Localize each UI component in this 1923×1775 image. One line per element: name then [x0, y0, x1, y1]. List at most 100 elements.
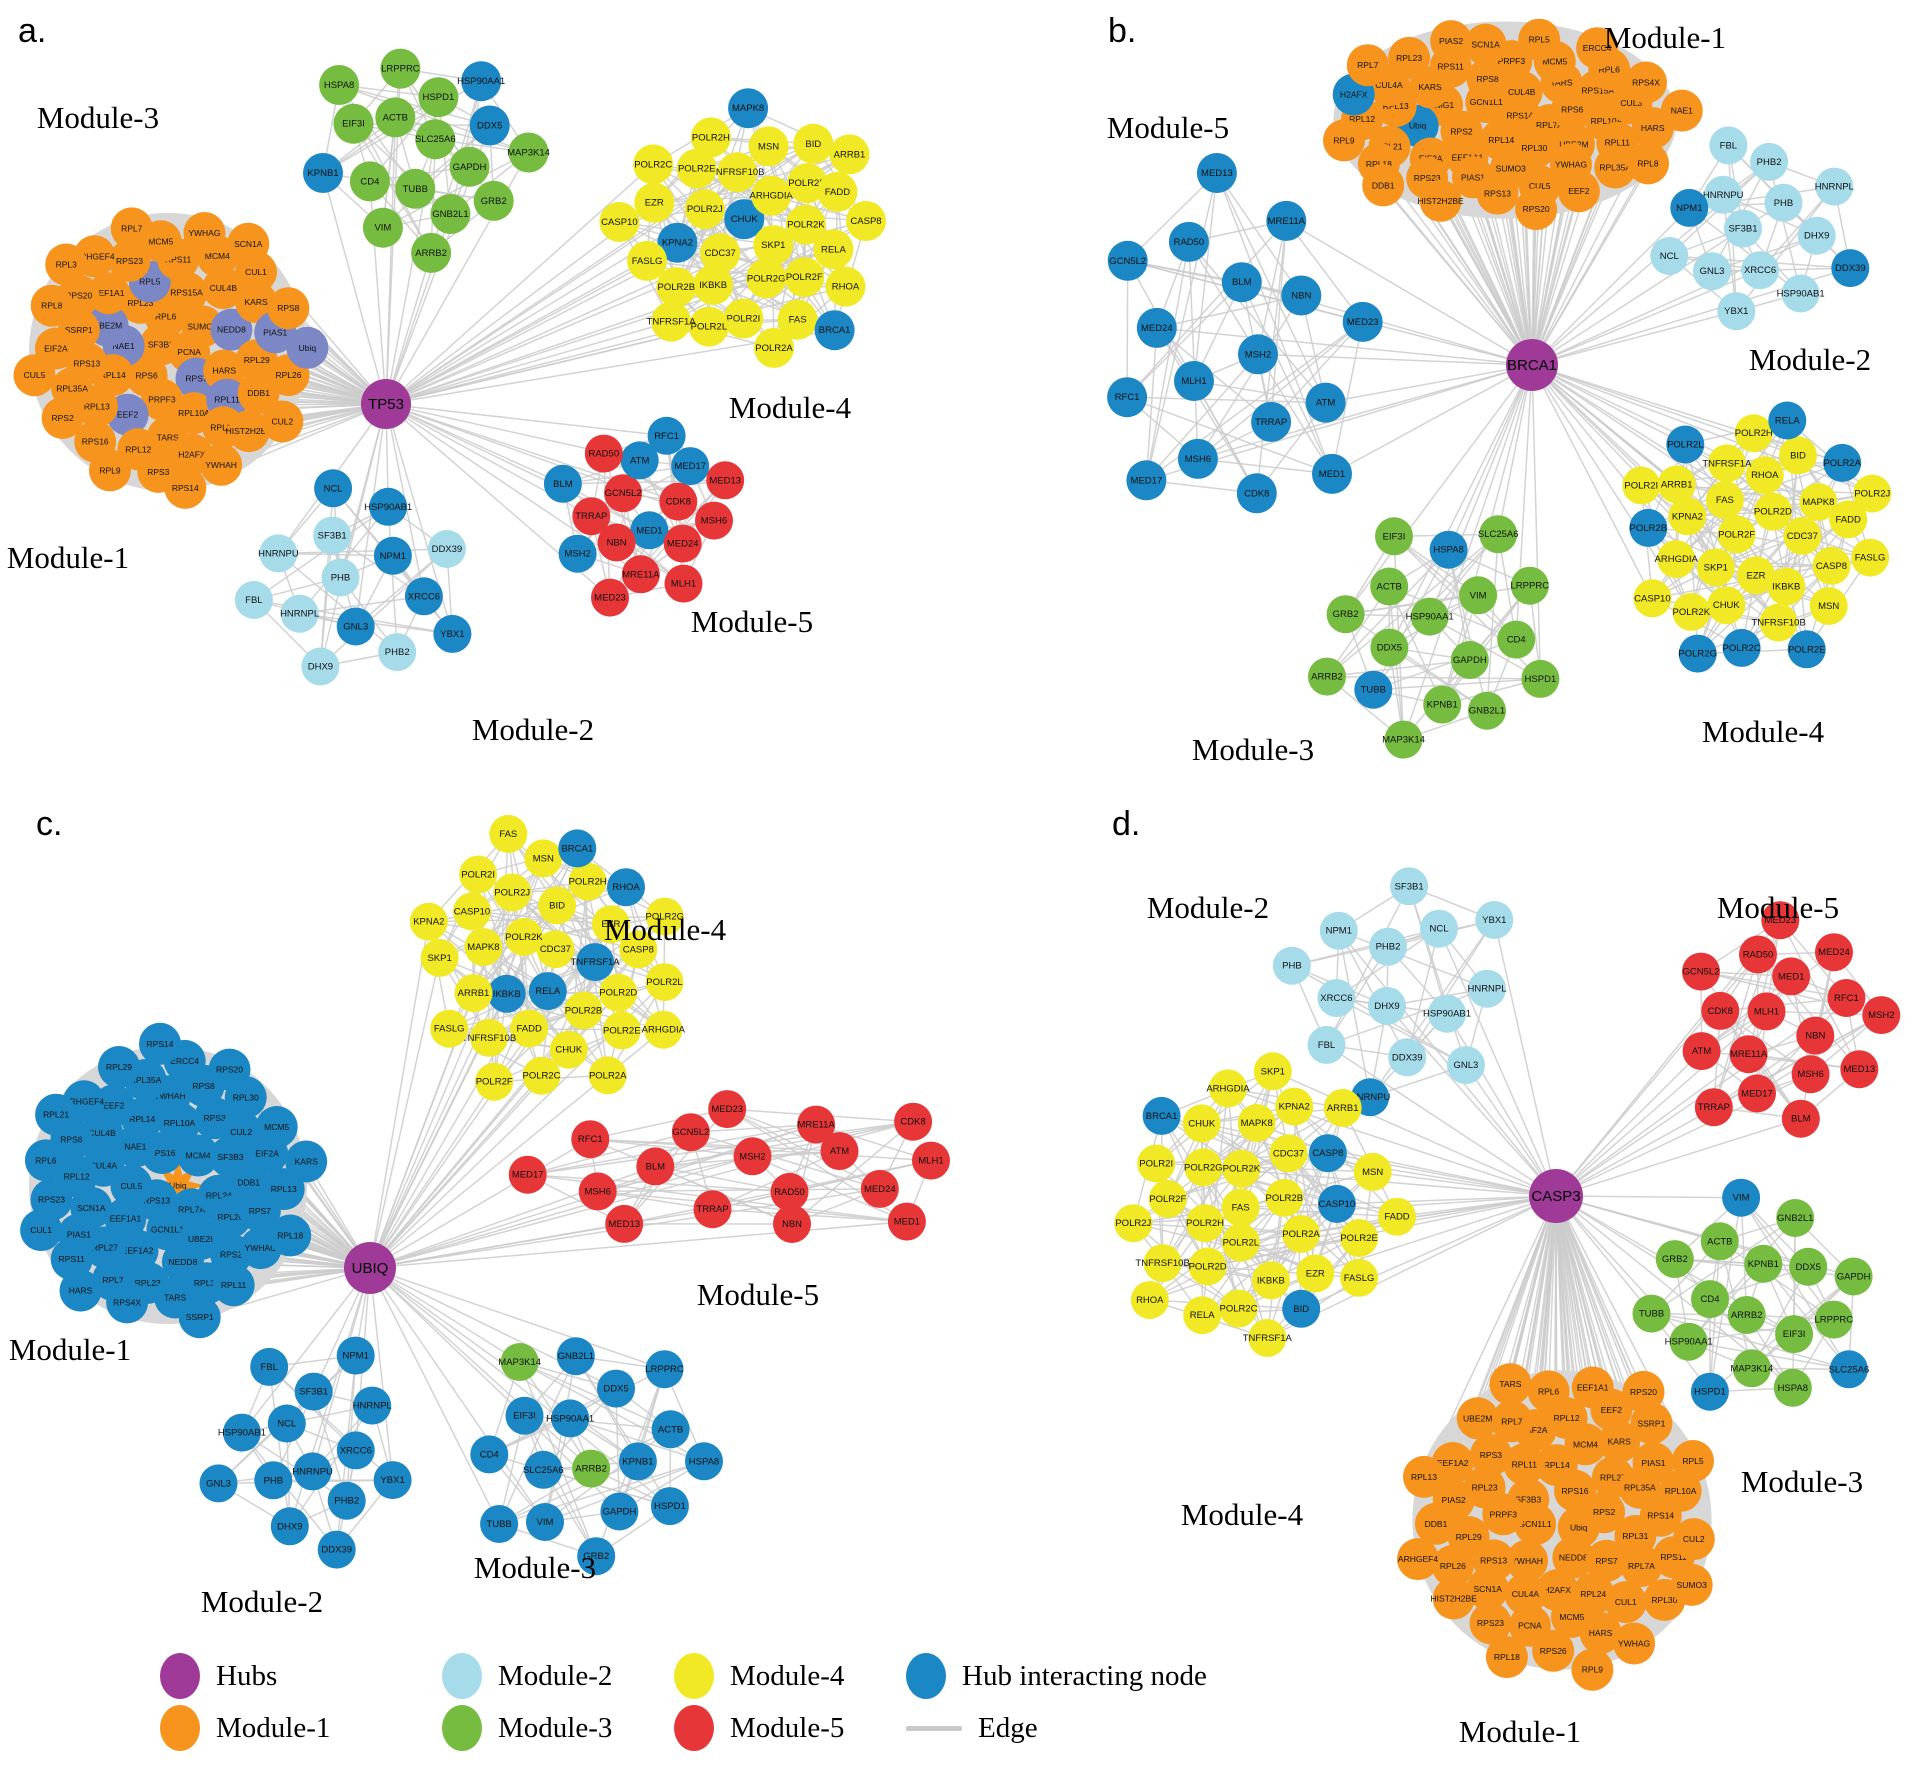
node-MSH2	[558, 534, 597, 573]
edge	[1715, 565, 1832, 569]
node-label: RPL7	[1501, 1416, 1523, 1426]
node-label: UBE2M	[93, 321, 122, 331]
edge	[1651, 1312, 1850, 1371]
edge	[655, 1165, 790, 1193]
panel-letter-a: a.	[18, 12, 46, 50]
node-SCN1A	[227, 222, 270, 265]
node-label: SUMO3	[1677, 1580, 1708, 1590]
node-label: POLR2J	[1854, 489, 1890, 500]
node-POLR2L	[1666, 425, 1705, 464]
node-label: RPL35A	[1624, 1483, 1656, 1493]
edge	[1326, 987, 1488, 1046]
node-SLC25A6	[415, 119, 456, 160]
node-label: MSH2	[1245, 349, 1271, 360]
node-FASLG	[1851, 538, 1890, 577]
node-DDX5	[1370, 628, 1409, 667]
node-label: RPL7	[121, 223, 143, 233]
node-label: ATM	[630, 455, 649, 466]
node-label: NAE1	[124, 1142, 146, 1152]
node-EZR	[591, 905, 630, 944]
hub-edge	[369, 848, 578, 1269]
node-label: ATM	[1316, 398, 1335, 409]
hub-edge	[1207, 1195, 1557, 1268]
module-label: Module-3	[1192, 732, 1314, 767]
node-NEDD8	[1552, 1536, 1595, 1579]
node-PIAS1	[1632, 1442, 1675, 1485]
node-label: MRE11A	[797, 1120, 835, 1131]
node-DDX5	[1789, 1247, 1828, 1286]
node-label: GAPDH	[603, 1507, 637, 1518]
node-label: MAP3K14	[507, 148, 550, 159]
node-label: RPL29	[106, 1062, 132, 1072]
node-HSP90AA1	[551, 1399, 590, 1438]
node-label: MED23	[1764, 915, 1796, 926]
node-label: YBX1	[1482, 915, 1506, 926]
node-HSP90AA1	[1669, 1322, 1708, 1361]
module-label: Module-2	[1749, 342, 1871, 377]
node-label: RPL11	[1512, 1459, 1538, 1469]
hub-edge	[1372, 1171, 1557, 1197]
node-label: PIAS2	[1442, 1495, 1466, 1505]
node-POLR2L	[1221, 1223, 1260, 1262]
node-label: GCN1L1	[1519, 1519, 1552, 1529]
node-MRE11A	[1266, 200, 1307, 241]
node-POLR2I	[1622, 466, 1661, 505]
node-label: DDB1	[1372, 180, 1395, 190]
edge	[1156, 327, 1258, 494]
node-MRE11A	[1729, 1035, 1768, 1074]
node-POLR2E	[602, 1011, 641, 1050]
node-label: HSP90AB1	[1777, 289, 1825, 300]
nodes-module-2: PHB NPM1 GNL3 SF3B1 XRCC6 HNRNPL HSP90AB1 PHB2 H…	[234, 469, 472, 686]
node-PHB2	[1750, 142, 1789, 181]
node-CHUK	[1182, 1104, 1221, 1143]
node-POLR2H	[568, 862, 607, 901]
node-label: RPS13	[143, 1195, 170, 1205]
node-label: POLR2I	[1624, 481, 1658, 492]
node-ACTB	[1700, 1222, 1739, 1261]
node-GCN5L2	[671, 1113, 710, 1152]
node-label: HSP90AA1	[1406, 612, 1454, 623]
node-label: H2AFX	[1340, 90, 1368, 100]
node-label: SKP1	[1704, 562, 1728, 573]
node-label: GCN5L2	[605, 488, 642, 499]
node-RPL29	[98, 1046, 140, 1088]
edge	[1216, 172, 1333, 475]
node-MAPK8	[1237, 1104, 1276, 1142]
node-label: FASLG	[1855, 553, 1886, 564]
node-label: POLR2E	[1340, 1233, 1378, 1244]
node-label: DDB1	[1425, 1519, 1448, 1529]
node-DDX5	[469, 105, 510, 146]
hub-edge	[1531, 364, 1542, 679]
node-HSPD1	[1690, 1372, 1729, 1411]
node-RPS26	[1532, 1629, 1575, 1672]
node-label: CASP10	[601, 217, 637, 228]
node-label: CDC37	[1273, 1148, 1304, 1159]
node-label: POLR2B	[1266, 1193, 1304, 1204]
node-label: EEF1A1	[93, 288, 125, 298]
node-label: HSP90AB1	[218, 1428, 266, 1439]
node-TUBB	[480, 1505, 519, 1543]
edge	[1345, 613, 1488, 712]
node-label: CDK8	[666, 497, 691, 508]
node-label: RPL23	[1396, 53, 1422, 63]
node-label: EIF2A	[1524, 1425, 1548, 1435]
node-label: GNB2L1	[1777, 1213, 1813, 1224]
node-label: CHUK	[731, 214, 759, 225]
node-label: DDX5	[1796, 1262, 1821, 1273]
node-CDK8	[1701, 991, 1740, 1030]
node-label: YWHAG	[245, 1243, 277, 1253]
node-label: RFC1	[578, 1134, 603, 1145]
edge	[1688, 207, 1802, 295]
node-label: MED24	[1818, 947, 1850, 958]
node-label: KPNB1	[1748, 1259, 1779, 1270]
node-FBL	[250, 1347, 289, 1386]
node-SF3B1	[1390, 867, 1429, 906]
node-label: POLR2K	[1223, 1164, 1261, 1175]
node-label: ARRB2	[575, 1464, 607, 1475]
node-label: ARRB1	[458, 988, 490, 999]
node-HSPA8	[685, 1442, 723, 1481]
node-CDK8	[659, 482, 698, 521]
node-ERCC4	[1576, 27, 1619, 70]
node-label: ARHGEF4	[1398, 1554, 1438, 1564]
module-label: Module-2	[201, 1584, 323, 1619]
